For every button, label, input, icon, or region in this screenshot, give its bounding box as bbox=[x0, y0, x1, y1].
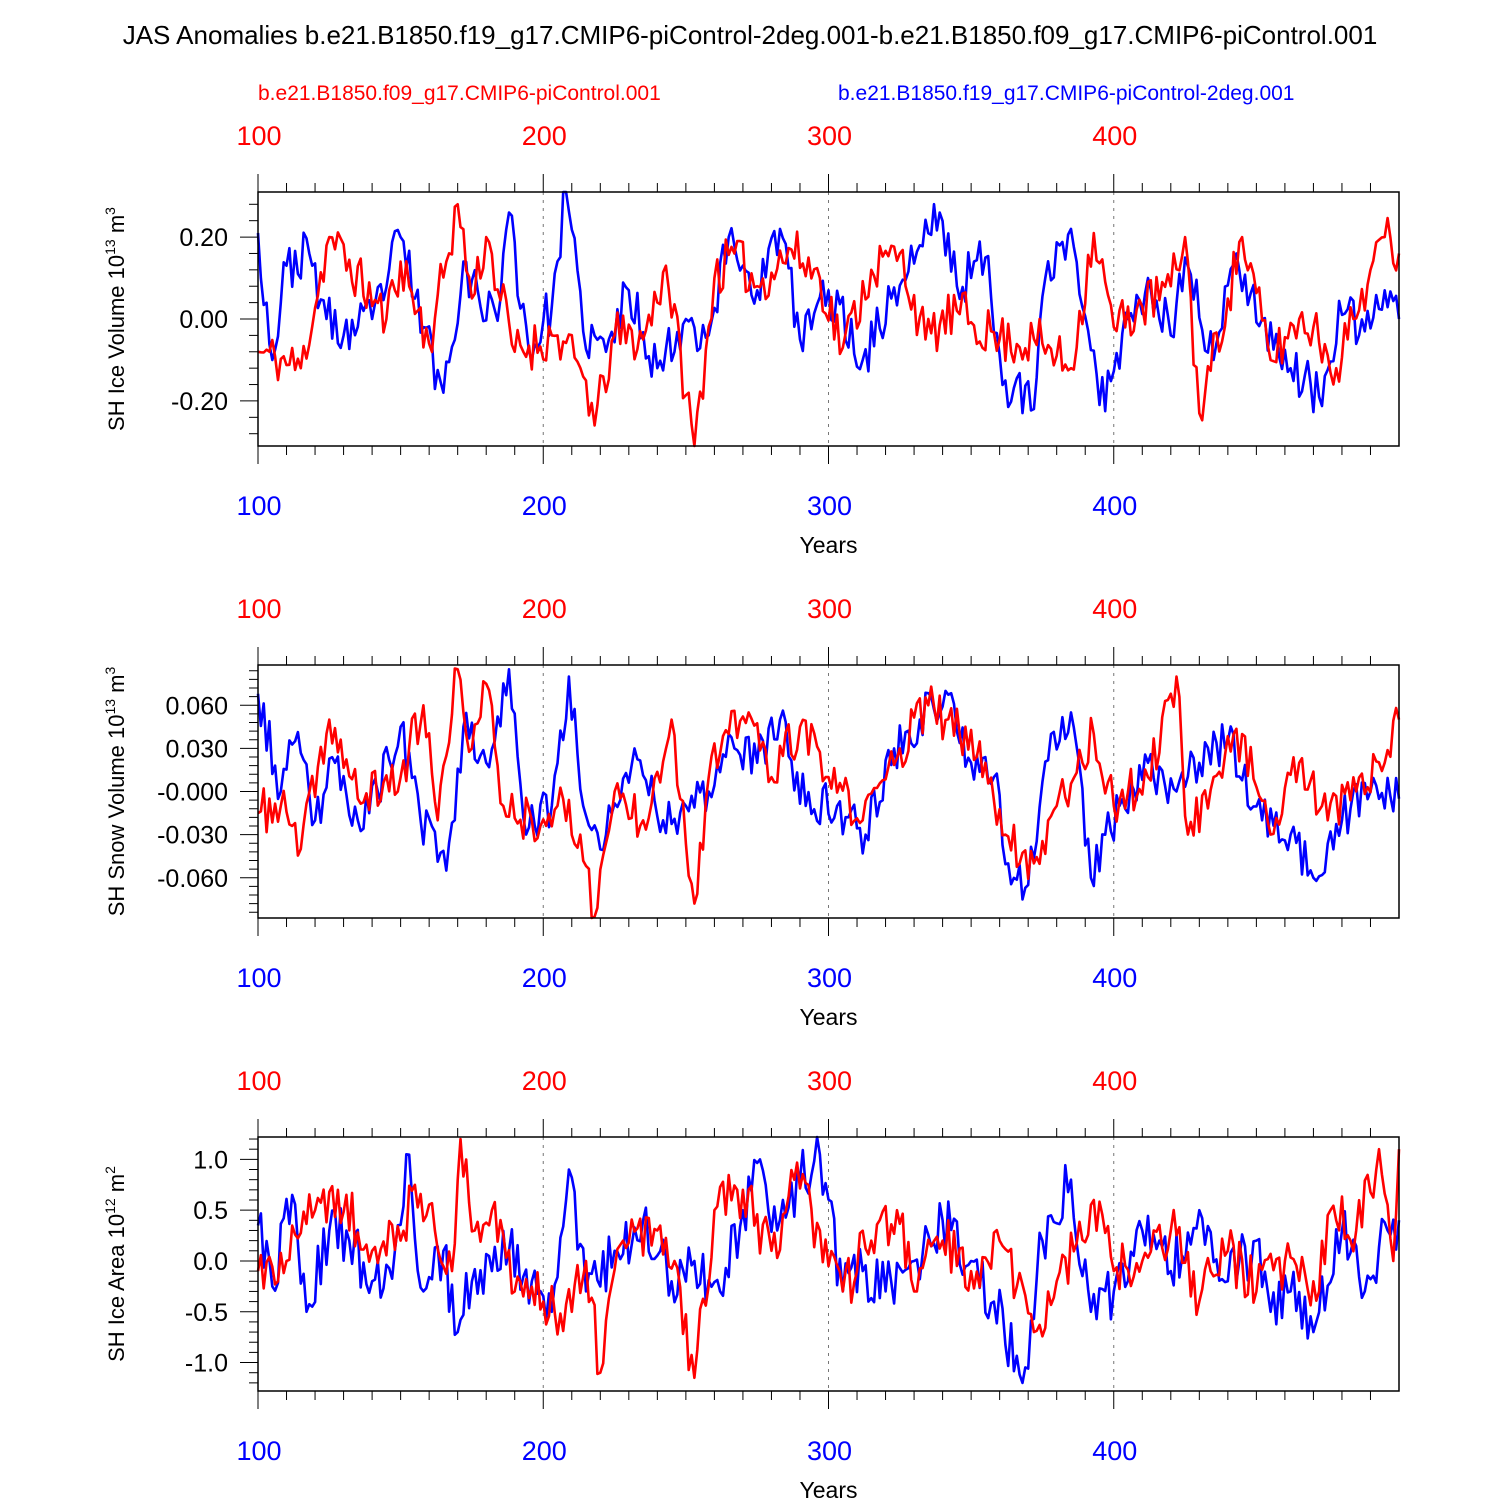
chart-panel-3: 100 100 200 200 300 300 400 400 Years -1.0 -0.5 0.0… bbox=[102, 1066, 1401, 1500]
x-tick-label-bottom: 300 bbox=[807, 491, 852, 521]
x-tick-label-bottom: 200 bbox=[522, 963, 567, 993]
y-tick-label: -0.5 bbox=[185, 1299, 228, 1327]
chart-title: JAS Anomalies b.e21.B1850.f19_g17.CMIP6-… bbox=[122, 20, 1378, 50]
series-line-blue bbox=[256, 1135, 1401, 1385]
y-axis-title-text: SH Ice Area 10 bbox=[104, 1214, 129, 1362]
y-tick-label: -0.20 bbox=[171, 388, 228, 416]
chart-panel-1: 100 100 200 200 300 300 400 400 Years -0.20 0.00 0.… bbox=[102, 121, 1401, 558]
y-tick-label: 0.060 bbox=[165, 692, 228, 720]
x-axis-title: Years bbox=[800, 1477, 858, 1500]
series-line-red bbox=[257, 667, 1401, 920]
x-tick-label-top: 400 bbox=[1092, 594, 1137, 624]
legend-red-series: b.e21.B1850.f09_g17.CMIP6-piControl.001 bbox=[258, 82, 661, 105]
x-tick-label-bottom: 400 bbox=[1092, 963, 1137, 993]
y-tick-label: 1.0 bbox=[193, 1146, 228, 1174]
series-line-blue bbox=[256, 190, 1401, 415]
chart-panel-2: 100 100 200 200 300 300 400 400 Years -0.060 -0.03… bbox=[102, 594, 1401, 1030]
x-tick-label-top: 200 bbox=[522, 121, 567, 151]
y-tick-label: 0.0 bbox=[193, 1248, 228, 1276]
x-axis-title: Years bbox=[800, 532, 858, 558]
x-tick-label-bottom: 200 bbox=[522, 1436, 567, 1466]
x-tick-label-top: 300 bbox=[807, 1066, 852, 1096]
y-axis-title-text: SH Snow Volume 10 bbox=[104, 715, 129, 917]
y-axis-title-text: m bbox=[104, 1174, 129, 1198]
x-tick-label-top: 100 bbox=[236, 594, 281, 624]
x-tick-label-bottom: 100 bbox=[236, 963, 281, 993]
plot-frame bbox=[257, 664, 1400, 919]
y-axis-title-text: SH Ice Volume 10 bbox=[104, 255, 129, 431]
y-axis-title-superscript: 13 bbox=[102, 699, 118, 715]
series-line-red bbox=[256, 1137, 1401, 1380]
x-tick-label-top: 200 bbox=[522, 594, 567, 624]
x-tick-label-top: 300 bbox=[807, 121, 852, 151]
y-axis-title: SH Snow Volume 1013 m3 bbox=[102, 666, 129, 916]
y-axis-title-superscript: 3 bbox=[102, 207, 118, 215]
x-tick-label-bottom: 300 bbox=[807, 1436, 852, 1466]
y-tick-label: -0.000 bbox=[157, 779, 228, 807]
y-axis-title: SH Ice Area 1012 m2 bbox=[102, 1166, 129, 1362]
x-tick-label-bottom: 200 bbox=[522, 491, 567, 521]
y-axis-title-text: m bbox=[104, 215, 129, 239]
y-tick-label: -1.0 bbox=[185, 1350, 228, 1378]
x-tick-label-top: 200 bbox=[522, 1066, 567, 1096]
y-axis-title-superscript: 12 bbox=[102, 1198, 118, 1214]
y-tick-label: 0.030 bbox=[165, 735, 228, 763]
y-tick-label: 0.5 bbox=[193, 1197, 228, 1225]
series-line-blue bbox=[256, 667, 1401, 901]
legend-blue-series: b.e21.B1850.f19_g17.CMIP6-piControl-2deg… bbox=[838, 82, 1295, 105]
x-axis-title: Years bbox=[800, 1004, 858, 1030]
y-tick-label: -0.030 bbox=[157, 822, 228, 850]
y-axis-title-text: m bbox=[104, 674, 129, 698]
x-tick-label-top: 400 bbox=[1092, 1066, 1137, 1096]
x-tick-label-top: 300 bbox=[807, 594, 852, 624]
y-tick-label: 0.00 bbox=[179, 306, 228, 334]
y-axis-title-superscript: 2 bbox=[102, 1166, 118, 1174]
y-axis-title-superscript: 13 bbox=[102, 239, 118, 255]
x-tick-label-bottom: 400 bbox=[1092, 491, 1137, 521]
x-tick-label-bottom: 100 bbox=[236, 1436, 281, 1466]
x-tick-label-top: 100 bbox=[236, 121, 281, 151]
x-tick-label-top: 400 bbox=[1092, 121, 1137, 151]
x-tick-label-bottom: 100 bbox=[236, 491, 281, 521]
x-tick-label-bottom: 300 bbox=[807, 963, 852, 993]
y-tick-label: -0.060 bbox=[157, 865, 228, 893]
x-tick-label-bottom: 400 bbox=[1092, 1436, 1137, 1466]
x-tick-label-top: 100 bbox=[236, 1066, 281, 1096]
series-line-red bbox=[257, 203, 1401, 448]
y-tick-label: 0.20 bbox=[179, 224, 228, 252]
y-axis-title-superscript: 3 bbox=[102, 666, 118, 674]
y-axis-title: SH Ice Volume 1013 m3 bbox=[102, 207, 129, 431]
